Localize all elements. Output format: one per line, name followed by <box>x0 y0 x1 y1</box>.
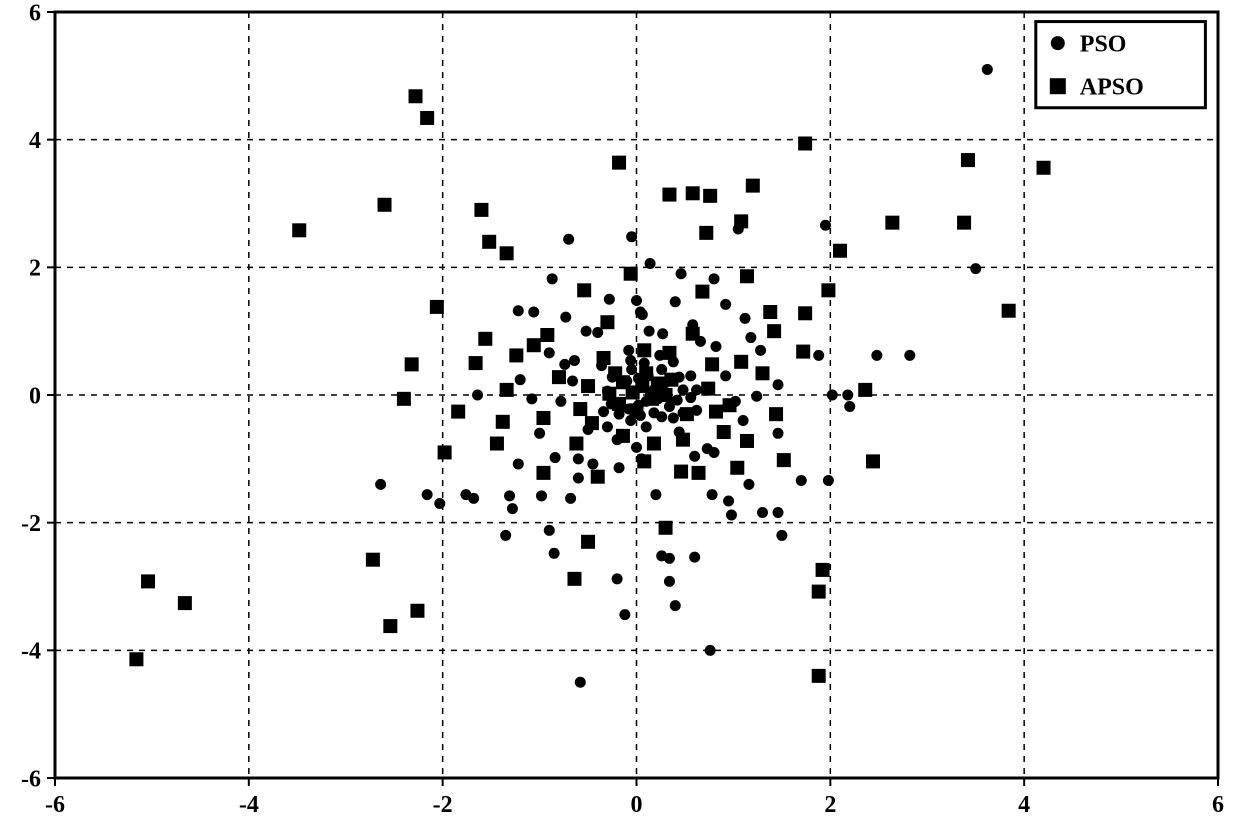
x-tick-label: 4 <box>1018 792 1030 817</box>
y-tick-label: -4 <box>21 639 41 665</box>
x-tick-label: -4 <box>239 792 259 817</box>
y-tick-label: -6 <box>21 766 41 792</box>
x-tick-label: -6 <box>45 792 65 817</box>
x-tick-label: 0 <box>631 792 643 817</box>
x-tick-label: 2 <box>824 792 836 817</box>
scatter-chart: -6 -4 -2 0 2 4 6 -6 -4 -2 0 2 4 6 PSO APSO <box>0 0 1240 817</box>
legend-label-pso: PSO <box>1080 32 1127 58</box>
x-tick-label: 6 <box>1212 792 1224 817</box>
y-tick-label: 6 <box>29 0 41 26</box>
x-tick-label: -2 <box>433 792 453 817</box>
y-tick-label: -2 <box>21 511 41 537</box>
legend: PSO APSO <box>1036 22 1206 108</box>
y-tick-label: 2 <box>29 256 41 282</box>
y-tick-label: 0 <box>29 383 41 409</box>
y-tick-label: 4 <box>29 128 41 154</box>
legend-label-apso: APSO <box>1080 75 1144 101</box>
